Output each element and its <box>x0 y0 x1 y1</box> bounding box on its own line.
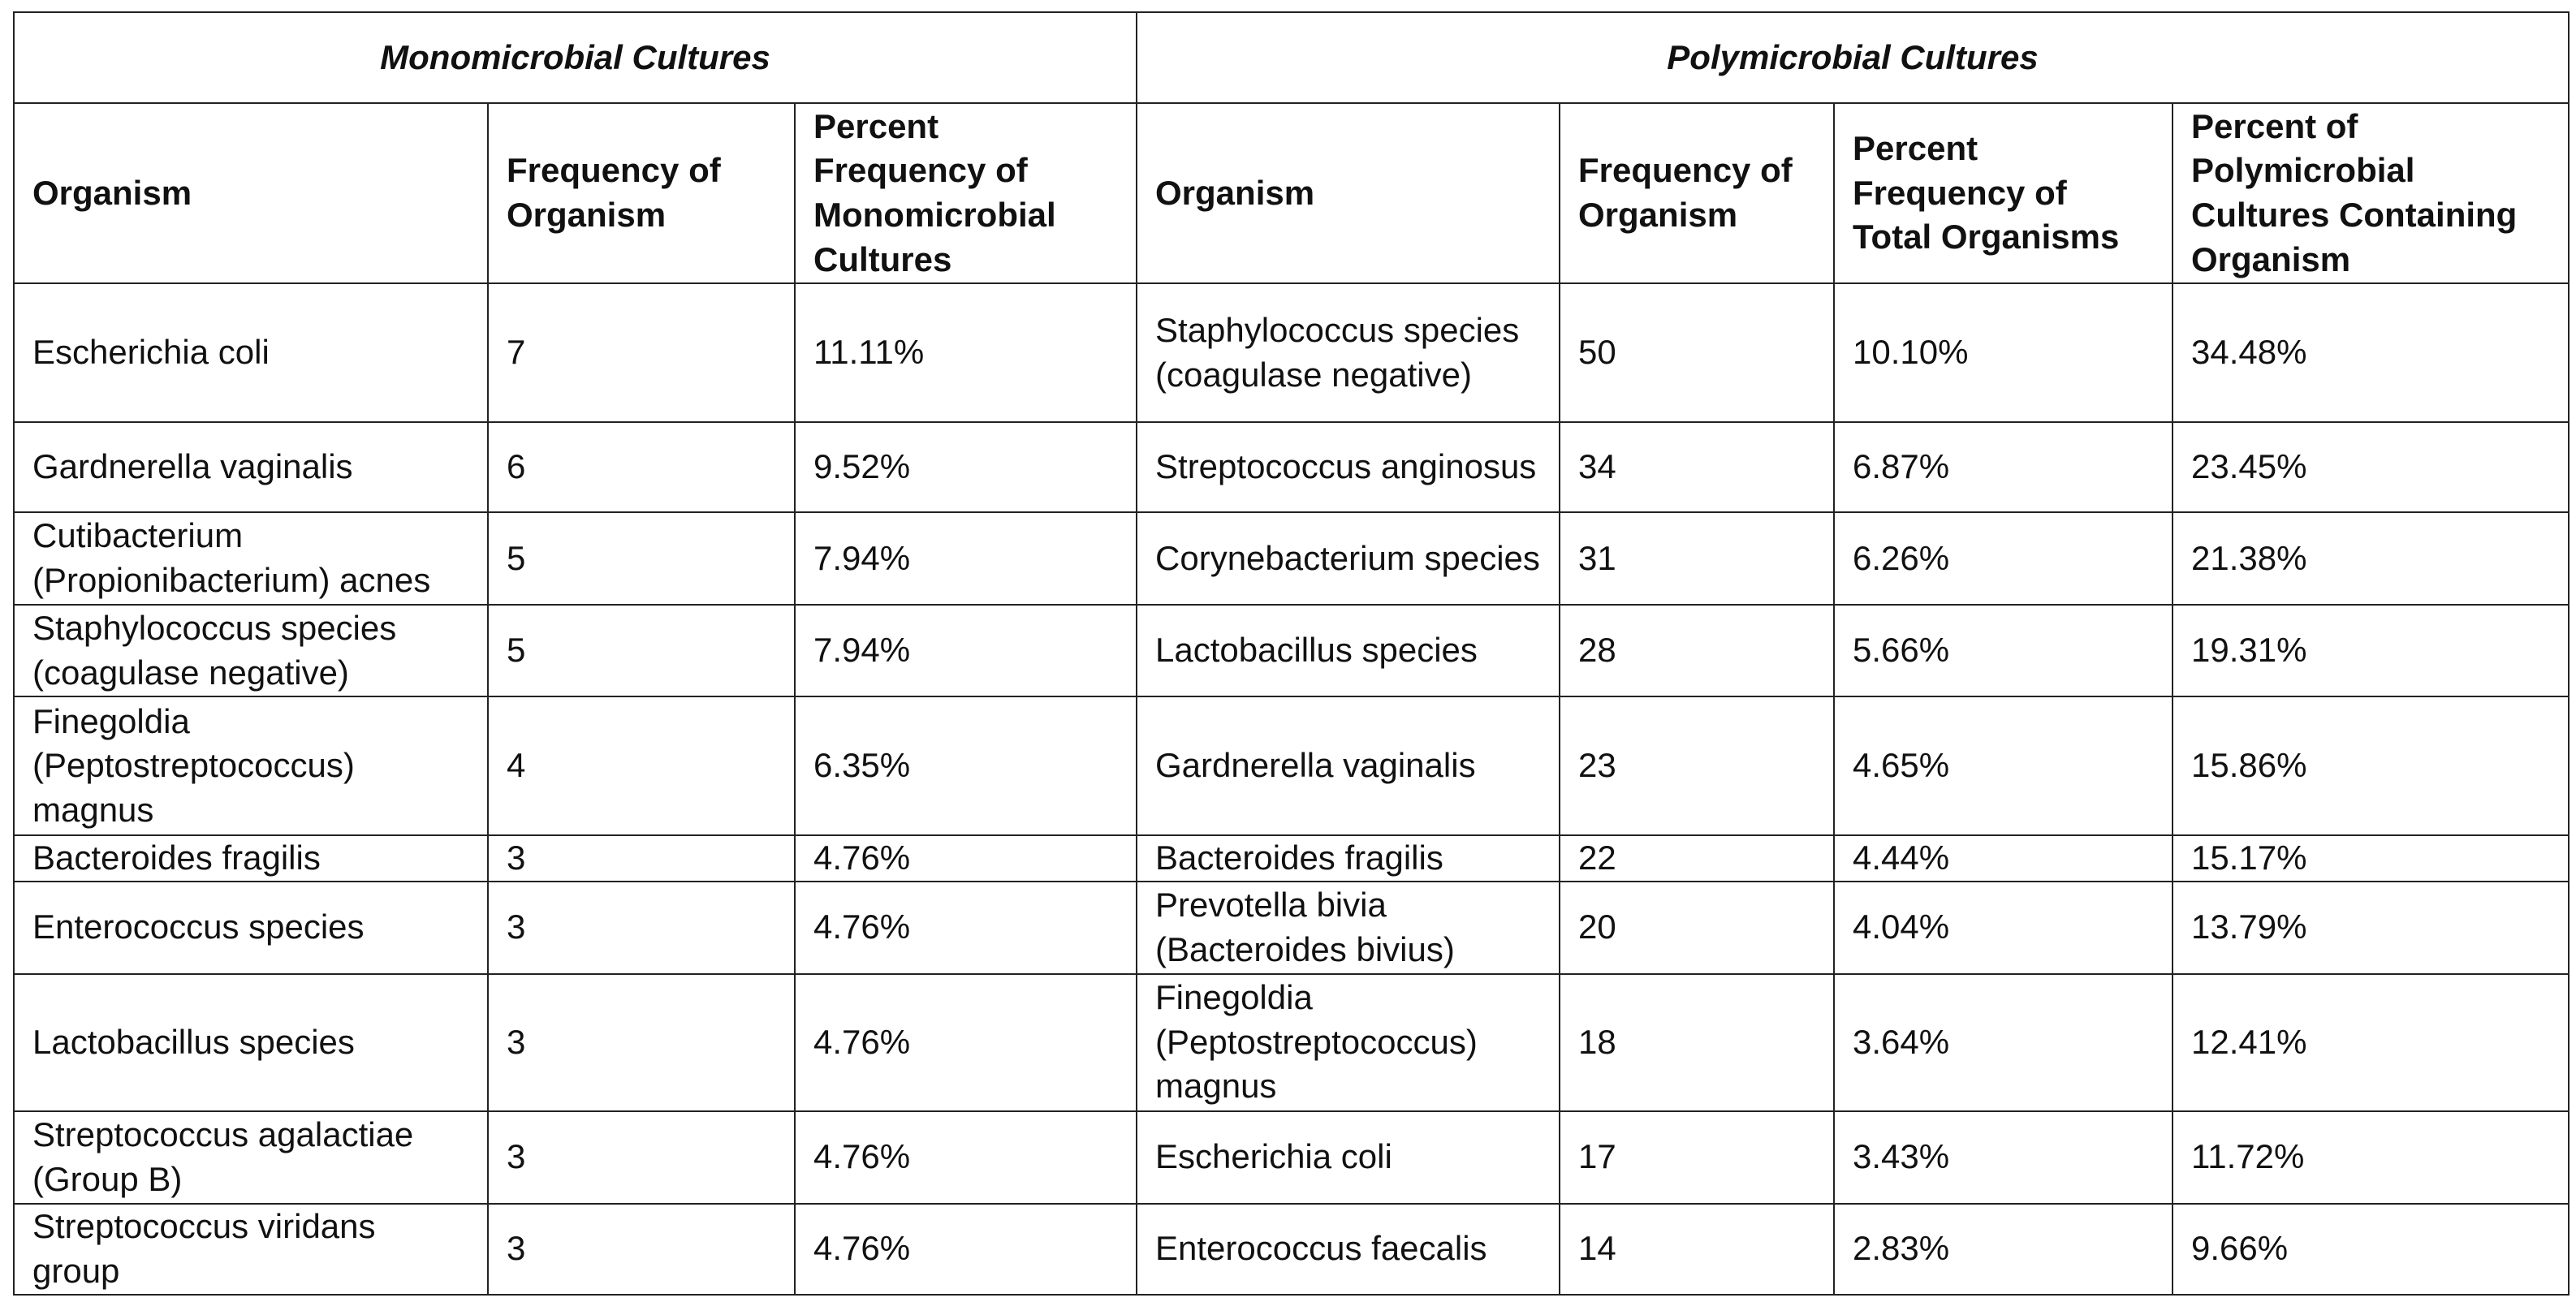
table-cell: 9.52% <box>793 421 1138 513</box>
table-cell: 34.48% <box>2172 282 2570 423</box>
table-row: Gardnerella vaginalis 6 9.52% Streptococcus… <box>13 421 2570 513</box>
table-cell: 9.66% <box>2172 1202 2570 1296</box>
table-cell: Gardnerella vaginalis <box>13 421 489 513</box>
table-cell: 3 <box>487 1110 796 1205</box>
table-cell: 4 <box>487 696 796 836</box>
table-row: Streptococcus agalactiae (Group B) 3 4.76%… <box>13 1110 2570 1205</box>
table-row: Cutibacterium (Propionibacterium) acnes 5… <box>13 511 2570 606</box>
group-header: Polymicrobial Cultures <box>1136 11 2570 104</box>
table-cell: 11.11% <box>793 282 1138 423</box>
table-cell: 3 <box>487 834 796 882</box>
table-cell: 3.64% <box>1833 972 2174 1112</box>
group-header-row: Monomicrobial Cultures Polymicrobial Cul… <box>12 11 2570 104</box>
table-cell: Escherichia coli <box>1136 1110 1561 1205</box>
table-cell: Staphylococcus species (coagulase negati… <box>1136 282 1561 423</box>
table-cell: 3.43% <box>1833 1110 2174 1205</box>
table-cell: 13.79% <box>2172 880 2570 975</box>
table-cell: 22 <box>1559 834 1836 882</box>
table-cell: 4.76% <box>793 834 1138 882</box>
table-cell: 4.04% <box>1833 880 2174 975</box>
table-row: Finegoldia (Peptostreptococcus) magnus 4 6… <box>13 696 2570 836</box>
table-cell: 3 <box>487 1202 796 1296</box>
table-cell: Cutibacterium (Propionibacterium) acnes <box>13 511 489 606</box>
table-cell: 34 <box>1559 421 1836 513</box>
table-row: Lactobacillus species 3 4.76% Finegoldia (P… <box>13 972 2570 1112</box>
table-cell: 4.44% <box>1833 834 2174 882</box>
table-body: Escherichia coli 7 11.11% Staphylococcus sp… <box>13 282 2570 1296</box>
table-cell: Bacteroides fragilis <box>1136 834 1561 882</box>
group-header: Monomicrobial Cultures <box>12 11 1138 104</box>
table-cell: 5 <box>487 604 796 697</box>
table-cell: 4.76% <box>793 972 1138 1112</box>
table-cell: 6.35% <box>793 696 1138 836</box>
table-cell: Lactobacillus species <box>1136 604 1561 697</box>
column-header-row: Organism Frequency of Organism Percent Fre… <box>13 102 2570 284</box>
table-cell: 11.72% <box>2172 1110 2570 1205</box>
table-cell: 7 <box>487 282 796 423</box>
table-cell: 4.76% <box>793 1110 1138 1205</box>
table-cell: 6.26% <box>1833 511 2174 606</box>
table-cell: 19.31% <box>2172 604 2570 697</box>
table-cell: Prevotella bivia (Bacteroides bivius) <box>1136 880 1561 975</box>
table-cell: Lactobacillus species <box>13 972 489 1112</box>
column-header: Organism <box>13 102 489 284</box>
column-header: Percent Frequency of Monomicrobial Cultu… <box>793 102 1138 284</box>
table-cell: 6.87% <box>1833 421 2174 513</box>
table-cell: Bacteroides fragilis <box>13 834 489 882</box>
table-cell: 5 <box>487 511 796 606</box>
column-header: Frequency of Organism <box>1559 102 1836 284</box>
table-cell: Streptococcus anginosus <box>1136 421 1561 513</box>
table-cell: 2.83% <box>1833 1202 2174 1296</box>
table-cell: Streptococcus viridans group <box>13 1202 489 1296</box>
table-cell: 3 <box>487 880 796 975</box>
table-cell: 18 <box>1559 972 1836 1112</box>
table-cell: 4.65% <box>1833 696 2174 836</box>
table-cell: 31 <box>1559 511 1836 606</box>
table-cell: Staphylococcus species (coagulase negati… <box>13 604 489 697</box>
table-row: Staphylococcus species (coagulase negati… <box>13 604 2570 697</box>
table-cell: 15.17% <box>2172 834 2570 882</box>
table-cell: Escherichia coli <box>13 282 489 423</box>
table-cell: Enterococcus faecalis <box>1136 1202 1561 1296</box>
table-cell: 23 <box>1559 696 1836 836</box>
table-cell: 3 <box>487 972 796 1112</box>
column-header: Organism <box>1136 102 1561 284</box>
table-cell: 17 <box>1559 1110 1836 1205</box>
table-row: Bacteroides fragilis 3 4.76% Bacteroides fr… <box>13 834 2570 882</box>
table-row: Streptococcus viridans group 3 4.76% Entero… <box>13 1202 2570 1296</box>
table-cell: 12.41% <box>2172 972 2570 1112</box>
table-cell: Enterococcus species <box>13 880 489 975</box>
table-cell: 21.38% <box>2172 511 2570 606</box>
column-header: Frequency of Organism <box>487 102 796 284</box>
table-cell: Corynebacterium species <box>1136 511 1561 606</box>
table-cell: 15.86% <box>2172 696 2570 836</box>
culture-table: Monomicrobial Cultures Polymicrobial Cul… <box>12 11 2570 1296</box>
column-header: Percent Frequency of Total Organisms <box>1833 102 2174 284</box>
table-cell: 7.94% <box>793 604 1138 697</box>
table-row: Escherichia coli 7 11.11% Staphylococcus sp… <box>13 282 2570 423</box>
column-header: Percent of Polymicrobial Cultures Contai… <box>2172 102 2570 284</box>
table-cell: 5.66% <box>1833 604 2174 697</box>
table-cell: 7.94% <box>793 511 1138 606</box>
table-row: Enterococcus species 3 4.76% Prevotella biv… <box>13 880 2570 975</box>
table-cell: 6 <box>487 421 796 513</box>
table-cell: 14 <box>1559 1202 1836 1296</box>
table-cell: 10.10% <box>1833 282 2174 423</box>
table-cell: 4.76% <box>793 1202 1138 1296</box>
table-cell: 4.76% <box>793 880 1138 975</box>
table-cell: Finegoldia (Peptostreptococcus) magnus <box>13 696 489 836</box>
table-cell: Streptococcus agalactiae (Group B) <box>13 1110 489 1205</box>
table-cell: Finegoldia (Peptostreptococcus) magnus <box>1136 972 1561 1112</box>
table-cell: Gardnerella vaginalis <box>1136 696 1561 836</box>
table-cell: 50 <box>1559 282 1836 423</box>
table-cell: 23.45% <box>2172 421 2570 513</box>
table-cell: 20 <box>1559 880 1836 975</box>
table-cell: 28 <box>1559 604 1836 697</box>
